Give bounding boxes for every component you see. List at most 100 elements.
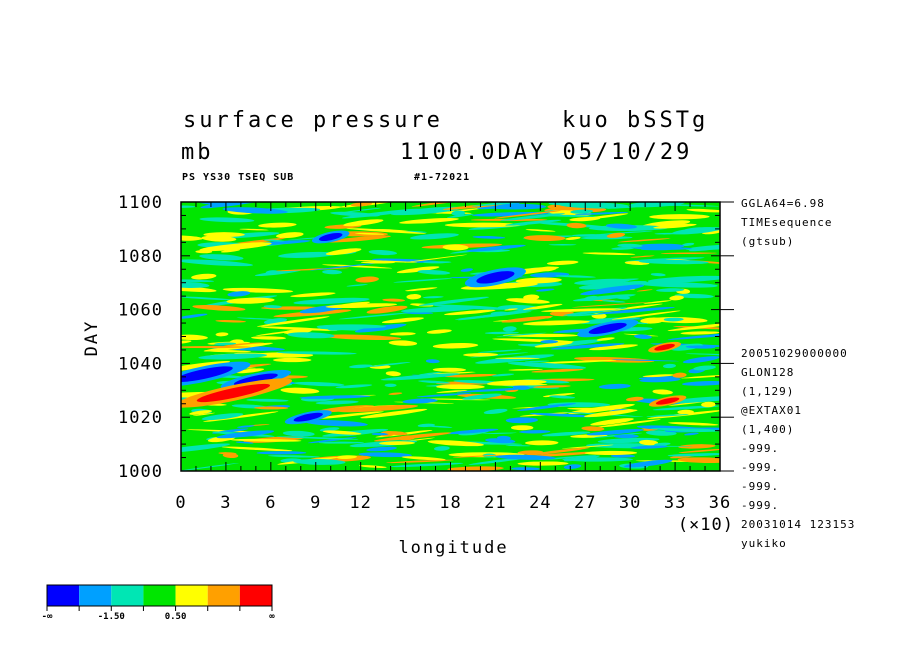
field-streak (677, 457, 720, 464)
y-tick-label: 1100 (118, 193, 163, 213)
field-streak (525, 229, 556, 232)
field-streak (293, 381, 345, 387)
field-streak (507, 361, 587, 369)
field-streak (605, 223, 638, 229)
field-streak (574, 211, 629, 215)
field-streak (550, 343, 625, 350)
field-streak (201, 235, 237, 242)
field-streak (368, 249, 397, 256)
field-streak (423, 296, 444, 299)
y-tick-label: 1080 (118, 247, 163, 267)
field-streak (215, 332, 229, 337)
field-streak (460, 268, 473, 272)
field-streak (420, 398, 491, 401)
field-streak (189, 410, 212, 415)
field-streak (258, 222, 297, 228)
field-streak (701, 401, 716, 408)
field-streak (613, 434, 639, 439)
field-streak (386, 459, 454, 464)
field-streak (366, 305, 408, 314)
field-streak (432, 343, 479, 349)
field-streak (483, 432, 517, 435)
field-streak (251, 336, 286, 340)
field-streak (525, 440, 559, 446)
field-streak (637, 281, 718, 288)
field-feature (196, 383, 271, 403)
field-streak (346, 284, 368, 287)
field-streak (381, 317, 424, 324)
field-feature (181, 366, 233, 382)
field-streak (650, 273, 666, 277)
field-streak (418, 371, 443, 376)
experiment-name: kuo bSSTg (562, 108, 709, 133)
field-streak (646, 414, 689, 417)
y-tick-label: 1000 (118, 462, 163, 482)
colorbar-swatch (111, 585, 144, 606)
field-streak (589, 344, 639, 351)
x-tick-label: 24 (529, 493, 551, 513)
field-streak (446, 213, 474, 218)
field-streak (636, 289, 653, 292)
side-info-line: GGLA64=6.98 (741, 197, 825, 210)
field-streak (451, 210, 466, 216)
field-streak (427, 440, 484, 447)
field-streak (192, 412, 215, 417)
field-streak (662, 395, 720, 404)
field-streak (446, 428, 499, 435)
side-info-line: (1,400) (741, 423, 795, 436)
field-streak (640, 317, 664, 324)
field-streak (338, 312, 410, 320)
field-streak (523, 235, 566, 241)
side-info-top: GGLA64=6.98 TIMEsequence (gtsub) (741, 194, 832, 251)
field-streak (563, 455, 600, 462)
field-streak (586, 428, 645, 436)
field-streak (325, 248, 362, 256)
field-streak (565, 236, 581, 240)
field-streak (263, 239, 285, 242)
field-streak (667, 453, 720, 457)
field-streak (652, 389, 673, 395)
field-streak (681, 242, 695, 247)
field-streak (546, 260, 579, 266)
field-streak (199, 242, 272, 252)
field-streak (358, 452, 412, 458)
field-streak (611, 247, 635, 250)
field-streak (222, 453, 239, 459)
field-streak (495, 454, 556, 460)
field-streak (322, 269, 343, 275)
field-streak (181, 340, 192, 344)
field-streak (181, 296, 234, 301)
colorbar-swatch (207, 585, 240, 606)
field-streak (226, 297, 275, 304)
field-streak (584, 450, 638, 456)
side-info-line: TIMEsequence (741, 216, 833, 229)
field-streak (667, 332, 720, 340)
field-streak (380, 373, 460, 381)
field-streak (337, 404, 419, 413)
field-streak (181, 313, 208, 319)
field-streak (505, 444, 531, 447)
x-tick-label: 9 (310, 493, 321, 513)
field-streak (548, 395, 576, 399)
field-streak (681, 381, 720, 386)
field-streak (393, 278, 453, 283)
field-streak (447, 466, 504, 471)
field-streak (596, 337, 615, 341)
colorbar-label: 0.50 (165, 612, 187, 622)
field-feature (655, 397, 680, 405)
field-streak (315, 400, 359, 405)
field-streak (505, 417, 538, 424)
field-streak (181, 281, 210, 288)
field-streak (456, 387, 535, 393)
field-streak (568, 403, 635, 414)
time-stamp: 1100.0DAY 05/10/29 (400, 140, 693, 165)
field-streak (584, 409, 638, 418)
x-tick-label: 21 (484, 493, 506, 513)
field-streak (388, 340, 418, 346)
field-streak (571, 302, 653, 308)
field-streak (341, 208, 420, 219)
field-streak (630, 255, 655, 258)
field-streak (517, 450, 544, 455)
field-streak (220, 249, 241, 253)
field-streak (466, 244, 526, 252)
